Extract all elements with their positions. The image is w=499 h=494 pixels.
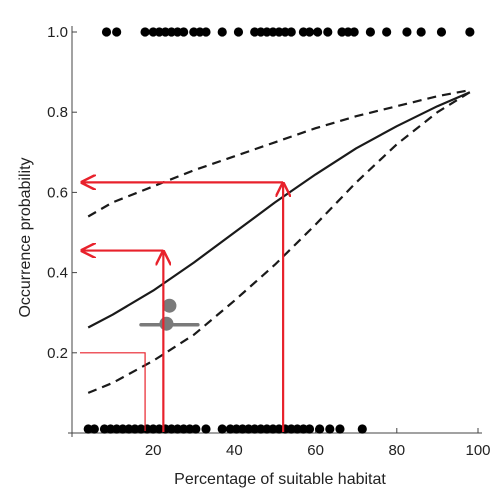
y-tick-label: 0.2 — [47, 345, 68, 362]
y-tick-label: 0.4 — [47, 265, 68, 282]
marker-dot — [162, 298, 177, 313]
data-point — [323, 27, 333, 37]
x-tick-label: 80 — [388, 442, 405, 459]
data-point — [313, 27, 323, 37]
confidence-band-line — [87, 91, 471, 394]
data-point — [465, 27, 475, 37]
data-point — [325, 424, 335, 434]
data-point — [217, 424, 227, 434]
data-point — [201, 27, 211, 37]
data-point — [315, 424, 325, 434]
data-point — [357, 424, 367, 434]
data-point — [349, 27, 359, 37]
y-tick-label: 0.8 — [47, 104, 68, 121]
data-point — [179, 27, 189, 37]
confidence-band-line — [87, 89, 471, 218]
data-point — [217, 27, 227, 37]
data-point — [365, 27, 376, 37]
data-point — [286, 27, 296, 37]
data-point — [89, 424, 99, 434]
fitted-curve — [87, 91, 471, 329]
x-tick-label: 60 — [307, 442, 324, 459]
y-axis-title: Occurrence probability — [17, 157, 34, 317]
data-point — [140, 27, 150, 37]
y-tick-label: 0.6 — [47, 184, 68, 201]
data-point — [304, 424, 315, 434]
x-tick-label: 40 — [226, 442, 243, 459]
x-tick-label: 20 — [145, 442, 162, 459]
x-tick-label: 100 — [465, 442, 490, 459]
data-point — [112, 27, 122, 37]
data-point — [191, 424, 201, 434]
data-point — [402, 27, 412, 37]
data-point — [201, 424, 211, 434]
data-point — [101, 27, 112, 37]
x-axis-title: Percentage of suitable habitat — [174, 471, 386, 488]
threshold-line — [80, 352, 146, 431]
data-point — [382, 27, 392, 37]
data-point — [233, 27, 244, 37]
data-point — [436, 27, 447, 37]
y-tick-label: 1.0 — [47, 24, 68, 41]
data-point — [335, 424, 345, 434]
data-point — [416, 27, 426, 37]
marker-dot — [159, 316, 174, 331]
data-point — [304, 27, 315, 37]
